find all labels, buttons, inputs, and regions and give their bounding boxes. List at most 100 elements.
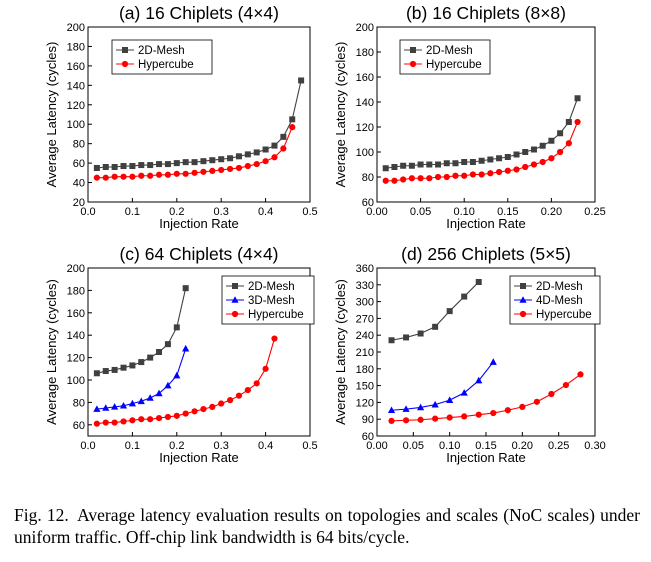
data-point <box>504 167 511 174</box>
data-point <box>565 140 572 147</box>
data-point <box>182 410 189 417</box>
y-tick-label: 330 <box>356 280 374 292</box>
data-point <box>387 406 396 414</box>
data-point <box>432 323 439 330</box>
data-point <box>478 171 485 178</box>
data-point <box>280 145 287 152</box>
data-point <box>93 174 100 181</box>
data-point <box>191 159 198 166</box>
data-point <box>156 161 163 168</box>
data-point <box>443 173 450 181</box>
series-hypercube <box>93 335 278 427</box>
data-point <box>522 163 529 171</box>
data-point <box>200 158 207 165</box>
data-point <box>200 168 207 175</box>
legend-label: 2D-Mesh <box>248 281 295 293</box>
y-tick-label: 90 <box>362 414 374 426</box>
x-axis-label: Injection Rate <box>159 450 239 465</box>
legend-label: 3D-Mesh <box>248 295 295 307</box>
x-tick-label: 0.20 <box>541 206 562 218</box>
chart-panel-3: (c) 64 Chiplets (4×4) 0.0 0.1 0.2 0.3 0.4 0.5 6… <box>44 244 318 465</box>
data-point <box>417 175 424 182</box>
data-point <box>388 337 395 344</box>
data-point <box>475 376 483 384</box>
chart-title: (c) 64 Chiplets (4×4) <box>119 244 278 264</box>
data-point <box>235 164 243 172</box>
data-point <box>111 366 118 373</box>
data-point <box>557 148 564 156</box>
data-point <box>147 416 154 423</box>
data-point <box>388 417 395 424</box>
data-point <box>102 174 109 181</box>
y-tick-label: 140 <box>67 80 85 92</box>
data-point <box>539 158 546 166</box>
data-point <box>408 162 415 169</box>
data-point <box>138 162 145 169</box>
data-point <box>408 175 415 182</box>
y-tick-label: 60 <box>362 431 374 443</box>
data-point <box>562 381 570 389</box>
y-tick-label: 210 <box>356 347 374 359</box>
x-tick-label: 0.00 <box>366 440 387 452</box>
series-hypercube <box>388 371 584 424</box>
data-point <box>382 177 389 184</box>
y-axis-label: Average Latency (cycles) <box>44 279 59 425</box>
data-point <box>452 160 459 167</box>
data-point <box>271 142 278 149</box>
data-point <box>227 155 234 162</box>
plot-frame <box>87 267 311 437</box>
data-point <box>226 397 234 404</box>
data-point <box>253 160 260 168</box>
y-tick-label: 360 <box>356 263 374 275</box>
x-tick-label: 0.1 <box>125 206 140 218</box>
y-tick-label: 80 <box>362 172 374 184</box>
x-tick-label: 0.30 <box>584 440 605 452</box>
data-point <box>461 159 468 165</box>
x-tick-label: 0.15 <box>475 440 496 452</box>
data-point <box>120 418 127 425</box>
x-tick-label: 0.4 <box>258 440 273 452</box>
data-point <box>173 160 180 167</box>
y-tick-label: 100 <box>67 119 85 131</box>
y-tick-label: 100 <box>356 147 374 159</box>
data-point <box>129 362 136 369</box>
y-tick-label: 200 <box>356 22 374 34</box>
legend-box <box>399 39 491 75</box>
y-tick-label: 180 <box>356 364 374 376</box>
data-point <box>93 164 100 171</box>
data-point <box>400 162 407 169</box>
data-point <box>504 407 511 414</box>
data-point <box>289 116 296 123</box>
data-point <box>138 359 145 366</box>
legend: 2D-Mesh 3D-Mesh Hypercube <box>221 275 315 325</box>
x-tick-label: 0.05 <box>403 440 424 452</box>
series-line <box>391 361 494 411</box>
legend-marker <box>520 283 526 289</box>
x-axis-label: Injection Rate <box>446 450 526 465</box>
y-tick-label: 140 <box>356 97 374 109</box>
data-point <box>137 397 145 405</box>
data-point <box>496 155 503 162</box>
data-point <box>147 172 154 179</box>
data-point <box>262 158 269 165</box>
data-point <box>417 416 424 423</box>
data-point <box>102 164 109 170</box>
data-point <box>513 151 520 158</box>
data-point <box>271 154 278 161</box>
data-point <box>522 149 529 155</box>
data-point <box>173 412 180 419</box>
data-point <box>182 159 189 166</box>
y-tick-label: 180 <box>67 41 85 53</box>
figure: (a) 16 Chiplets (4×4) 0.0 0.1 0.2 0.3 0.4 0.5 2… <box>44 3 606 465</box>
x-tick-label: 0.25 <box>584 206 605 218</box>
y-tick-label: 160 <box>67 61 85 73</box>
x-tick-label: 0.2 <box>169 440 184 452</box>
legend-label: Hypercube <box>138 59 194 71</box>
series-3d-mesh <box>93 344 190 412</box>
x-tick-label: 0.3 <box>214 440 229 452</box>
series-hypercube <box>93 124 296 181</box>
legend-marker <box>519 296 527 303</box>
data-point <box>235 392 243 399</box>
y-tick-label: 20 <box>73 197 85 209</box>
chart-title: (a) 16 Chiplets (4×4) <box>119 3 279 23</box>
